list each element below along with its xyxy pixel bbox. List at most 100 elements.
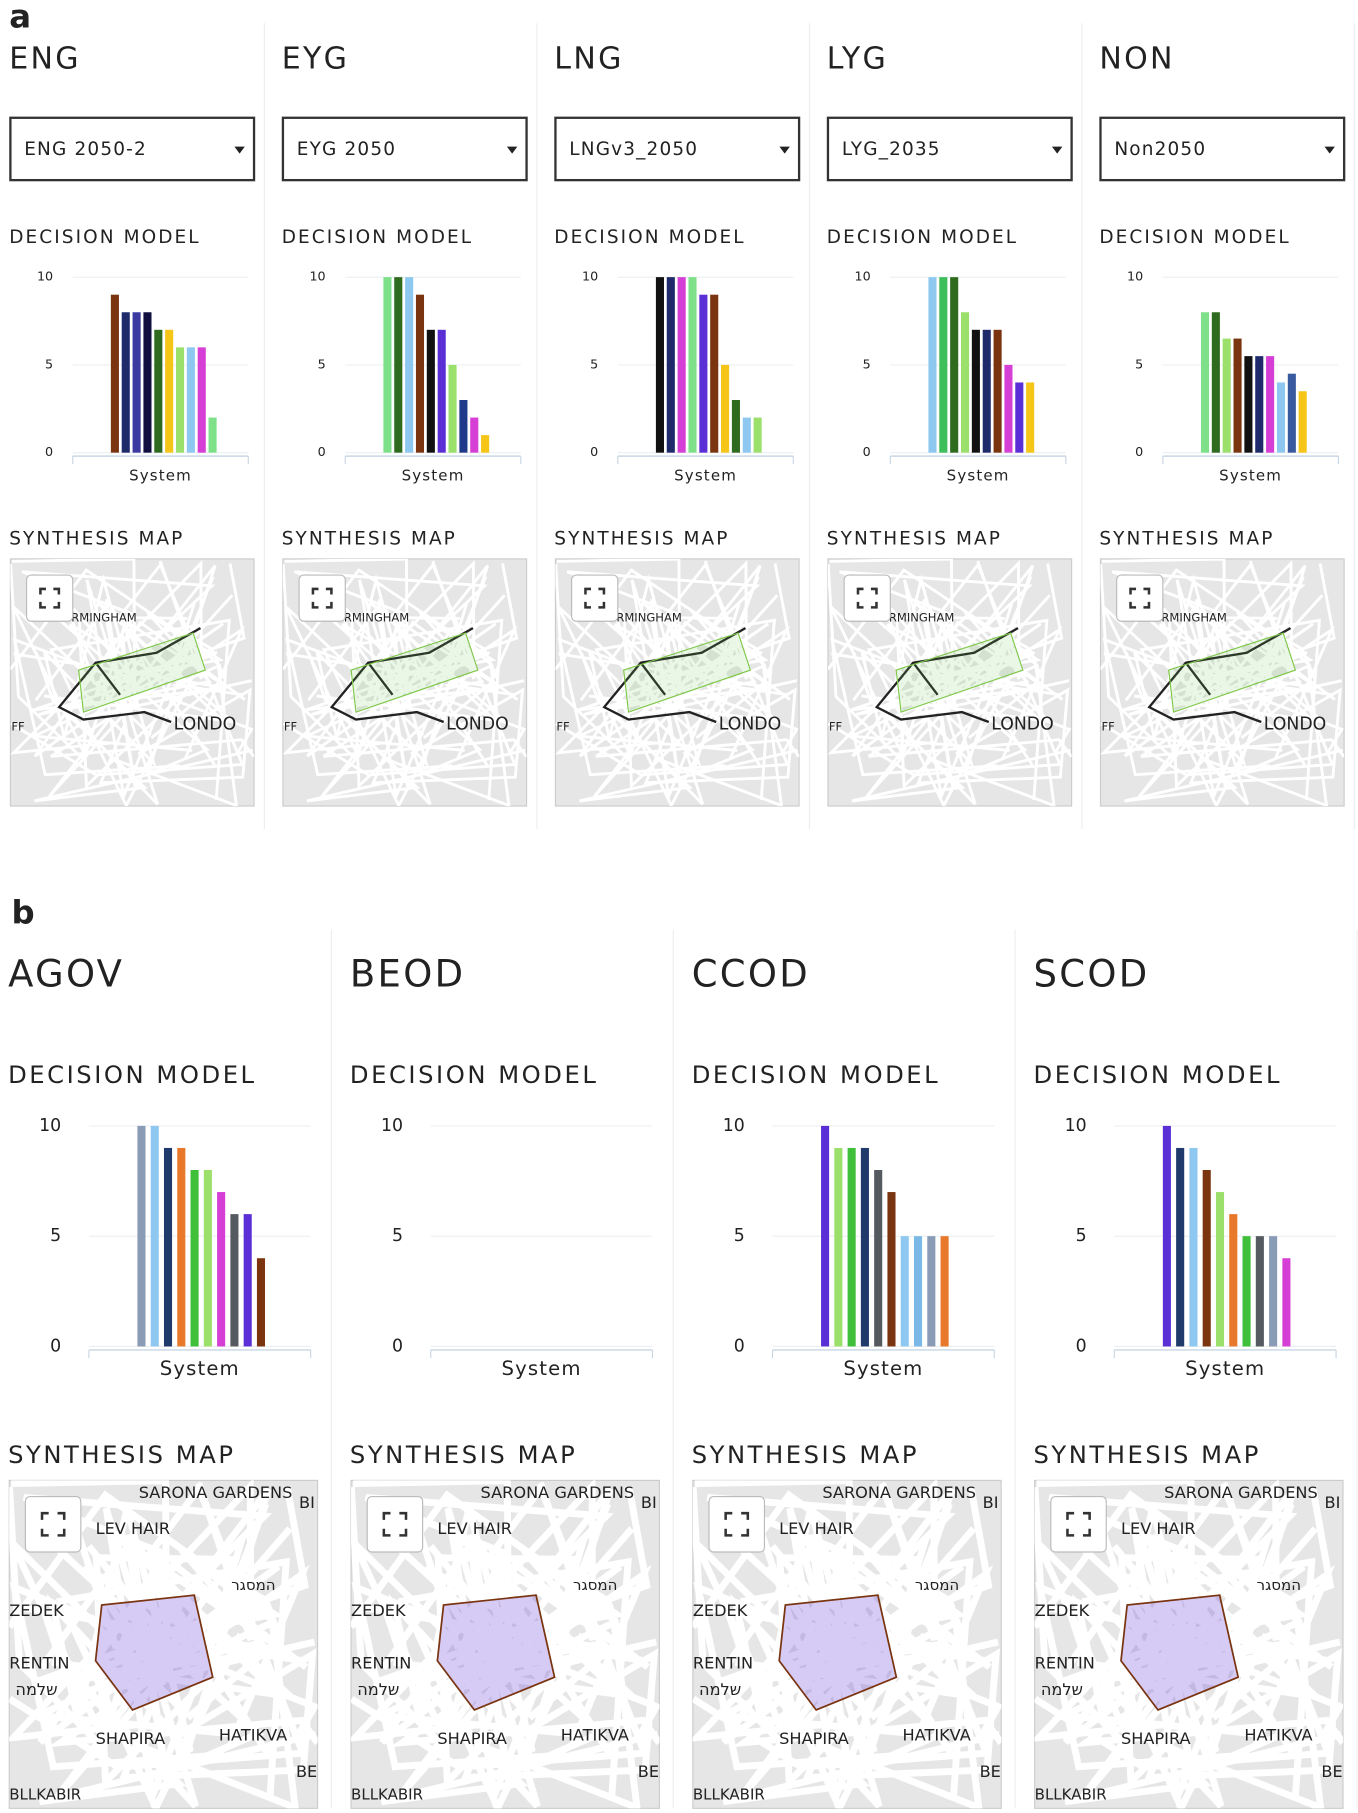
dropdown-box[interactable] — [554, 116, 801, 182]
map-label: LONDO — [446, 714, 509, 734]
dropdown-arrow[interactable] — [779, 146, 790, 154]
bar — [677, 277, 686, 453]
bar — [415, 294, 425, 453]
dropdown-value[interactable]: ENG 2050-2 — [24, 139, 147, 160]
map-label: LEV HAIR — [437, 1519, 512, 1538]
button-box[interactable] — [25, 574, 74, 622]
bar — [721, 364, 730, 453]
fullscreen-button[interactable] — [366, 1495, 424, 1553]
button-box[interactable] — [1116, 574, 1164, 622]
road — [284, 558, 409, 706]
map-label: המסגר — [1257, 1576, 1301, 1594]
overlay — [77, 632, 207, 713]
bar — [1215, 1192, 1225, 1347]
road — [865, 564, 1035, 777]
bar — [154, 329, 163, 453]
dropdown-arrow[interactable] — [506, 146, 518, 154]
button-icon[interactable] — [1066, 1511, 1091, 1537]
map-label: IFF — [280, 719, 297, 733]
dropdown-box[interactable] — [1099, 116, 1346, 182]
button-icon[interactable] — [40, 1511, 66, 1537]
fullscreen-button[interactable] — [1050, 1495, 1107, 1553]
bar — [900, 1236, 909, 1347]
button-icon[interactable] — [1129, 587, 1151, 609]
x-tick-label: System — [843, 1357, 923, 1380]
button-icon[interactable] — [39, 587, 61, 609]
section-heading: DECISION MODEL — [9, 227, 200, 248]
fullscreen-button[interactable] — [708, 1495, 766, 1553]
button-box[interactable] — [1050, 1495, 1107, 1553]
button-icon[interactable] — [311, 587, 333, 609]
map-label: SARONA GARDENS — [822, 1483, 976, 1502]
road — [1188, 687, 1342, 785]
road — [916, 687, 1070, 785]
x-tick-label: System — [947, 466, 1010, 484]
fullscreen-button[interactable] — [25, 574, 74, 622]
map-label: IFF — [553, 719, 570, 733]
dropdown[interactable]: LYG_2035 — [826, 116, 1073, 182]
dropdown-arrow[interactable] — [234, 146, 245, 154]
dropdown-box[interactable] — [826, 116, 1073, 182]
y-tick-label: 10 — [381, 1116, 403, 1136]
dropdown-arrow[interactable] — [1324, 146, 1335, 154]
dropdown[interactable]: Non2050 — [1099, 116, 1346, 182]
section-heading: SYNTHESIS MAP — [827, 528, 1002, 549]
bar — [1200, 312, 1210, 453]
button-icon[interactable] — [856, 587, 878, 609]
bar — [383, 277, 392, 453]
bar — [928, 277, 937, 453]
dropdown[interactable]: ENG 2050-2 — [9, 116, 256, 182]
dropdown-value[interactable]: Non2050 — [1114, 139, 1206, 160]
map-label: RENTIN — [9, 1654, 69, 1673]
bar — [688, 277, 697, 453]
y-tick-label: 10 — [1127, 269, 1143, 284]
button-icon[interactable] — [724, 1511, 750, 1537]
map-layer: RMINGHAM LONDO IFF — [553, 558, 800, 807]
bar — [1266, 356, 1275, 453]
map-layer: RMINGHAM LONDO IFF — [280, 558, 527, 807]
fullscreen-button[interactable] — [24, 1495, 82, 1553]
dropdown-box[interactable] — [9, 116, 256, 182]
button-box[interactable] — [366, 1495, 424, 1553]
road — [709, 1506, 956, 1738]
dropdown[interactable]: EYG 2050 — [281, 116, 528, 182]
section-heading: SYNTHESIS MAP — [8, 1440, 235, 1469]
y-tick-label: 10 — [39, 1116, 61, 1136]
bar — [217, 1192, 226, 1347]
fullscreen-button[interactable] — [571, 574, 619, 622]
button-box[interactable] — [571, 574, 619, 622]
road — [11, 558, 137, 706]
button-icon[interactable] — [382, 1511, 408, 1537]
bar — [197, 347, 206, 453]
button-icon[interactable] — [584, 587, 606, 609]
button-box[interactable] — [708, 1495, 766, 1553]
road — [9, 1581, 318, 1771]
map-label: RMINGHAM — [616, 611, 681, 625]
button-box[interactable] — [298, 574, 346, 622]
fullscreen-button[interactable] — [298, 574, 346, 622]
road — [727, 1547, 952, 1691]
route — [1147, 627, 1292, 724]
y-tick-label: 10 — [37, 269, 53, 284]
button-box[interactable] — [24, 1495, 82, 1553]
dropdown-value[interactable]: LYG_2035 — [842, 139, 941, 160]
bar — [940, 1236, 949, 1347]
road — [12, 637, 254, 777]
map-label: IFF — [8, 719, 25, 733]
fullscreen-button[interactable] — [1116, 574, 1164, 622]
x-tick-label: System — [160, 1357, 240, 1380]
button-box[interactable] — [843, 574, 891, 622]
map-label: SARONA GARDENS — [1164, 1483, 1318, 1502]
dropdown-arrow[interactable] — [1051, 146, 1063, 154]
dropdown[interactable]: LNGv3_2050 — [554, 116, 801, 182]
dropdown-value[interactable]: EYG 2050 — [297, 139, 396, 160]
dropdown-value[interactable]: LNGv3_2050 — [569, 139, 698, 160]
dropdown-box[interactable] — [281, 116, 528, 182]
fullscreen-button[interactable] — [843, 574, 891, 622]
y-tick-label: 0 — [734, 1336, 745, 1356]
road — [1100, 563, 1342, 762]
bar — [666, 277, 675, 453]
map-label: RMINGHAM — [71, 611, 136, 625]
map-layer: SARONA GARDENS BI LEV HAIR המסגר ZEDEK RENTIN… — [351, 1480, 660, 1809]
synthesis-map: RMINGHAM LONDO IFF — [553, 558, 800, 807]
